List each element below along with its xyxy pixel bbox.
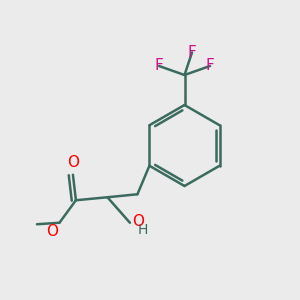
Text: O: O: [67, 155, 79, 170]
Text: F: F: [206, 58, 214, 74]
Text: O: O: [46, 224, 58, 239]
Text: F: F: [154, 58, 164, 74]
Text: H: H: [137, 223, 148, 237]
Text: O: O: [132, 214, 144, 229]
Text: F: F: [188, 45, 196, 60]
